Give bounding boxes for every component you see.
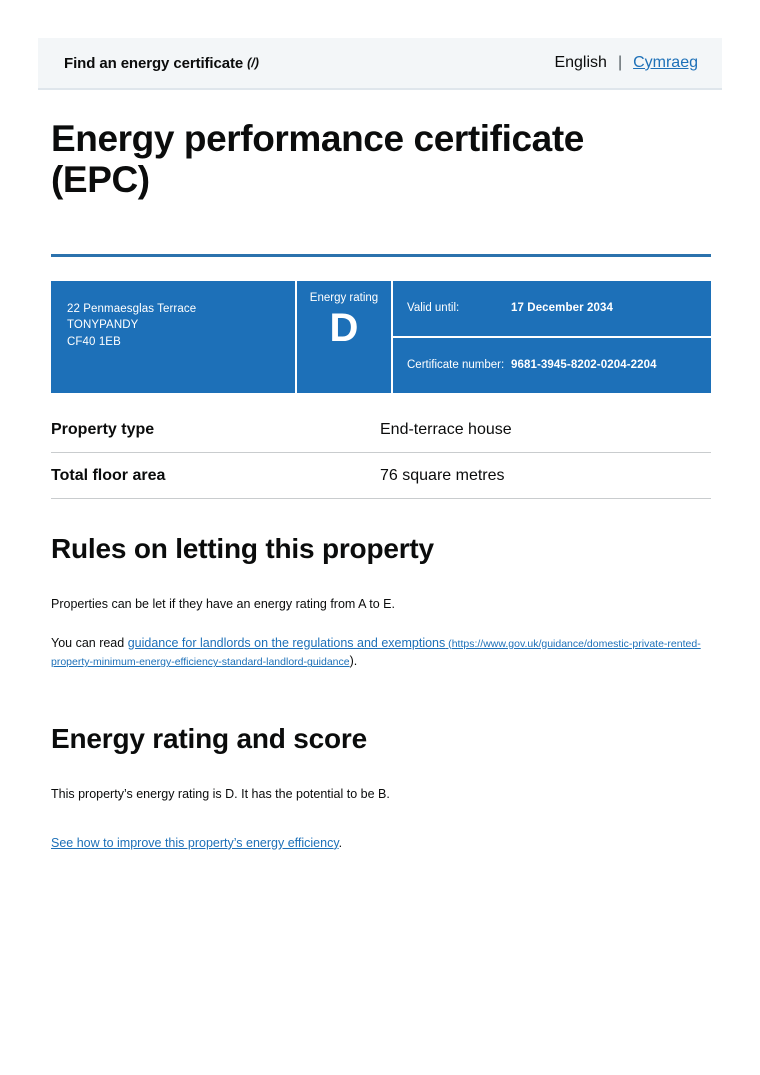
letting-guidance-paragraph: You can read guidance for landlords on t… [51, 634, 703, 672]
page-title: Energy performance certificate (EPC) [51, 118, 584, 201]
service-header: Find an energy certificate (/) English |… [38, 38, 722, 90]
valid-until-row: Valid until: 17 December 2034 [393, 281, 711, 338]
property-details-table: Property type End-terrace house Total fl… [51, 419, 711, 499]
detail-key: Total floor area [51, 466, 166, 484]
guidance-url-open: ( [445, 637, 452, 650]
certificate-meta: Valid until: 17 December 2034 Certificat… [393, 281, 711, 393]
language-separator: | [617, 54, 623, 71]
service-name[interactable]: Find an energy certificate [64, 54, 244, 72]
improve-efficiency-link[interactable]: See how to improve this property’s energ… [51, 835, 339, 850]
valid-until-value: 17 December 2034 [511, 302, 613, 315]
improve-efficiency-paragraph: See how to improve this property’s energ… [51, 834, 711, 853]
language-switcher: English | Cymraeg [554, 54, 698, 72]
detail-key: Property type [51, 420, 155, 438]
title-divider [51, 253, 711, 257]
table-row: Property type End-terrace house [51, 419, 711, 453]
energy-rating-label: Energy rating [309, 291, 379, 304]
guidance-prefix: You can read [51, 635, 128, 650]
guidance-url-close: ). [349, 654, 358, 669]
table-row: Total floor area 76 square metres [51, 453, 711, 499]
address-line-1: 22 Penmaesglas Terrace [67, 302, 197, 315]
language-welsh-link[interactable]: Cymraeg [633, 54, 698, 71]
landlord-guidance-link[interactable]: guidance for landlords on the regulation… [127, 635, 446, 650]
service-slug: (/) [247, 56, 259, 70]
energy-rating-paragraph: This property’s energy rating is D. It h… [51, 787, 390, 802]
energy-rating-cell: Energy rating D [297, 280, 393, 393]
certificate-number-row: Certificate number: 9681-3945-8202-0204-… [393, 338, 711, 393]
main-content: Energy performance certificate (EPC) 22 … [51, 118, 711, 853]
energy-rating-heading: Energy rating and score [51, 723, 367, 755]
detail-value: 76 square metres [380, 466, 505, 484]
language-current: English [554, 54, 607, 71]
improve-link-suffix: . [338, 835, 343, 850]
detail-value: End-terrace house [380, 420, 512, 438]
address-line-2: TONYPANDY [67, 319, 139, 332]
energy-rating-letter: D [329, 305, 359, 350]
valid-until-label: Valid until: [407, 301, 460, 314]
address-line-3: CF40 1EB [67, 335, 121, 348]
guidance-url[interactable]: https://www.gov.uk/guidance/domestic-pri… [51, 637, 701, 669]
certificate-number-value: 9681-3945-8202-0204-2204 [511, 359, 657, 372]
letting-rules-heading: Rules on letting this property [51, 532, 434, 564]
certificate-summary-banner: 22 Penmaesglas Terrace TONYPANDY CF40 1E… [51, 280, 711, 393]
letting-rules-paragraph: Properties can be let if they have an en… [51, 596, 395, 611]
property-address: 22 Penmaesglas Terrace TONYPANDY CF40 1E… [51, 280, 297, 393]
certificate-number-label: Certificate number: [407, 358, 505, 371]
